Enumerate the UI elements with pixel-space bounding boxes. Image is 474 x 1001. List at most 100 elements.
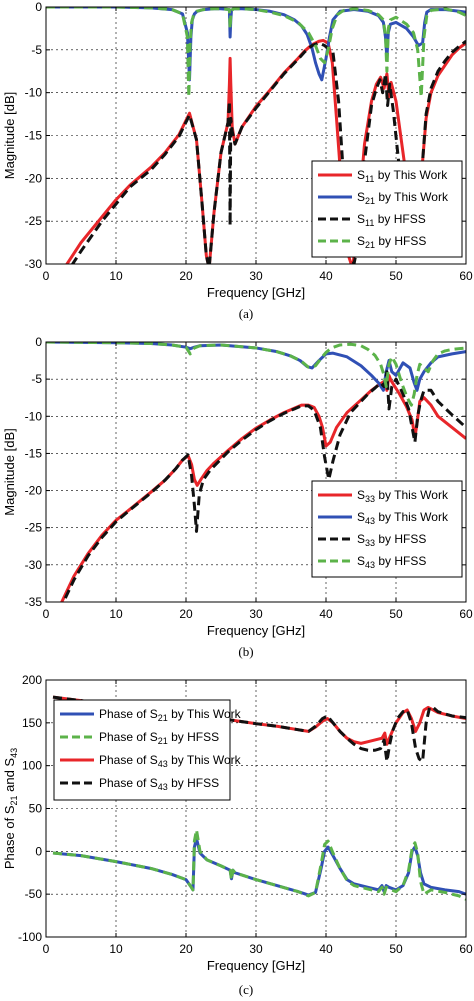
x-tick-label: 20 <box>179 942 193 956</box>
y-axis-label: Phase of S21 and S43 <box>2 748 19 869</box>
text-part: S <box>357 212 365 226</box>
legend-entry-2: S43 by This Work <box>357 510 449 526</box>
legend-entry-2: S21 by This Work <box>357 190 449 206</box>
legend-entry-3: Phase of S43 by This Work <box>99 753 242 769</box>
x-tick-label: 30 <box>249 942 263 956</box>
text-part: by HFSS <box>375 554 426 568</box>
subscript: 43 <box>158 759 168 769</box>
y-tick-label: -35 <box>25 595 43 609</box>
x-tick-label: 50 <box>389 607 403 621</box>
subscript: 33 <box>365 494 375 504</box>
chart-b: 0 10 20 30 40 50 60 0 -5 -10 -15 -20 -25 -30 -35 Freque… <box>2 335 473 659</box>
subscript: 11 <box>365 174 374 184</box>
y-tick-label: 200 <box>22 673 42 687</box>
legend-entry-4: S43 by HFSS <box>357 554 426 570</box>
x-tick-label: 0 <box>43 269 50 283</box>
legend-box <box>53 699 231 801</box>
y-tick-label: -30 <box>25 257 43 271</box>
x-tick-label: 40 <box>319 607 333 621</box>
text-part: Phase of S <box>2 805 17 869</box>
series-line-2 <box>52 828 466 901</box>
y-tick-label: -30 <box>25 558 43 572</box>
x-tick-label: 60 <box>459 269 473 283</box>
series-group <box>46 342 466 602</box>
chart-c: 0 10 20 30 40 50 60 200 150 100 50 0 -50 -100 Frequenc… <box>2 673 473 997</box>
x-tick-label: 10 <box>109 607 123 621</box>
text-part: S <box>357 488 365 502</box>
x-tick-label: 40 <box>319 942 333 956</box>
subscript: 43 <box>158 782 168 792</box>
y-tick-label: -20 <box>25 484 43 498</box>
x-tick-label: 50 <box>389 942 403 956</box>
y-tick-label: -5 <box>31 372 42 386</box>
text-part: by HFSS <box>168 776 219 790</box>
text-part: and S <box>2 758 17 796</box>
text-part: S <box>357 234 365 248</box>
x-tick-label: 50 <box>389 269 403 283</box>
text-part: by HFSS <box>375 234 426 248</box>
legend-entry-3: S33 by HFSS <box>357 532 426 548</box>
subscript: 43 <box>9 748 19 758</box>
text-part: by HFSS <box>375 532 426 546</box>
legend-entry-1: Phase of S21 by This Work <box>99 707 242 723</box>
text-part: by This Work <box>374 168 448 182</box>
text-part: by HFSS <box>374 212 425 226</box>
x-tick-label: 0 <box>43 607 50 621</box>
x-tick-label: 30 <box>249 607 263 621</box>
y-axis-label: Magnitude [dB] <box>2 428 17 515</box>
y-tick-label: -10 <box>25 86 43 100</box>
x-tick-label: 30 <box>249 269 263 283</box>
subscript: 21 <box>158 713 168 723</box>
y-tick-label: 50 <box>29 802 43 816</box>
x-tick-label: 40 <box>319 269 333 283</box>
text-part: by This Work <box>375 488 449 502</box>
y-axis-label: Magnitude [dB] <box>2 92 17 179</box>
text-part: by This Work <box>375 190 449 204</box>
x-tick-label: 10 <box>109 942 123 956</box>
y-tick-label: 100 <box>22 759 42 773</box>
chart-caption: (b) <box>238 644 253 659</box>
text-part: S <box>357 532 365 546</box>
text-part: by HFSS <box>168 730 219 744</box>
legend-entry-1: S33 by This Work <box>357 488 449 504</box>
text-part: S <box>357 510 365 524</box>
y-tick-label: -15 <box>25 129 43 143</box>
x-tick-label: 20 <box>179 607 193 621</box>
legend-entry-2: Phase of S21 by HFSS <box>99 730 219 746</box>
y-tick-label: -15 <box>25 446 43 460</box>
x-tick-label: 0 <box>43 942 50 956</box>
legend-entry-1: S11 by This Work <box>357 168 448 184</box>
y-tick-label: -5 <box>31 43 42 57</box>
x-axis-label: Frequency [GHz] <box>207 958 305 973</box>
text-part: Phase of S <box>99 707 158 721</box>
y-tick-label: -100 <box>18 930 42 944</box>
chart-caption: (a) <box>239 306 253 321</box>
x-tick-label: 60 <box>459 607 473 621</box>
text-part: S <box>357 190 365 204</box>
y-tick-label: -50 <box>25 887 43 901</box>
text-part: Phase of S <box>99 776 158 790</box>
x-axis-label: Frequency [GHz] <box>207 285 305 300</box>
series-line-4 <box>46 342 466 407</box>
subscript: 21 <box>158 736 168 746</box>
legend-entry-4: Phase of S43 by HFSS <box>99 776 219 792</box>
y-tick-label: -25 <box>25 214 43 228</box>
chart-caption: (c) <box>239 982 253 997</box>
text-part: Phase of S <box>99 730 158 744</box>
legend-entry-3: S11 by HFSS <box>357 212 426 228</box>
text-part: by This Work <box>375 510 449 524</box>
y-tick-label: 0 <box>35 335 42 349</box>
text-part: S <box>357 168 365 182</box>
text-part: by This Work <box>168 753 242 767</box>
subscript: 43 <box>365 516 375 526</box>
subscript: 21 <box>365 240 375 250</box>
text-part: S <box>357 554 365 568</box>
series-line-4 <box>46 7 466 99</box>
x-axis-label: Frequency [GHz] <box>207 623 305 638</box>
subscript: 11 <box>365 218 374 228</box>
y-tick-label: -10 <box>25 409 43 423</box>
y-tick-label: -25 <box>25 521 43 535</box>
